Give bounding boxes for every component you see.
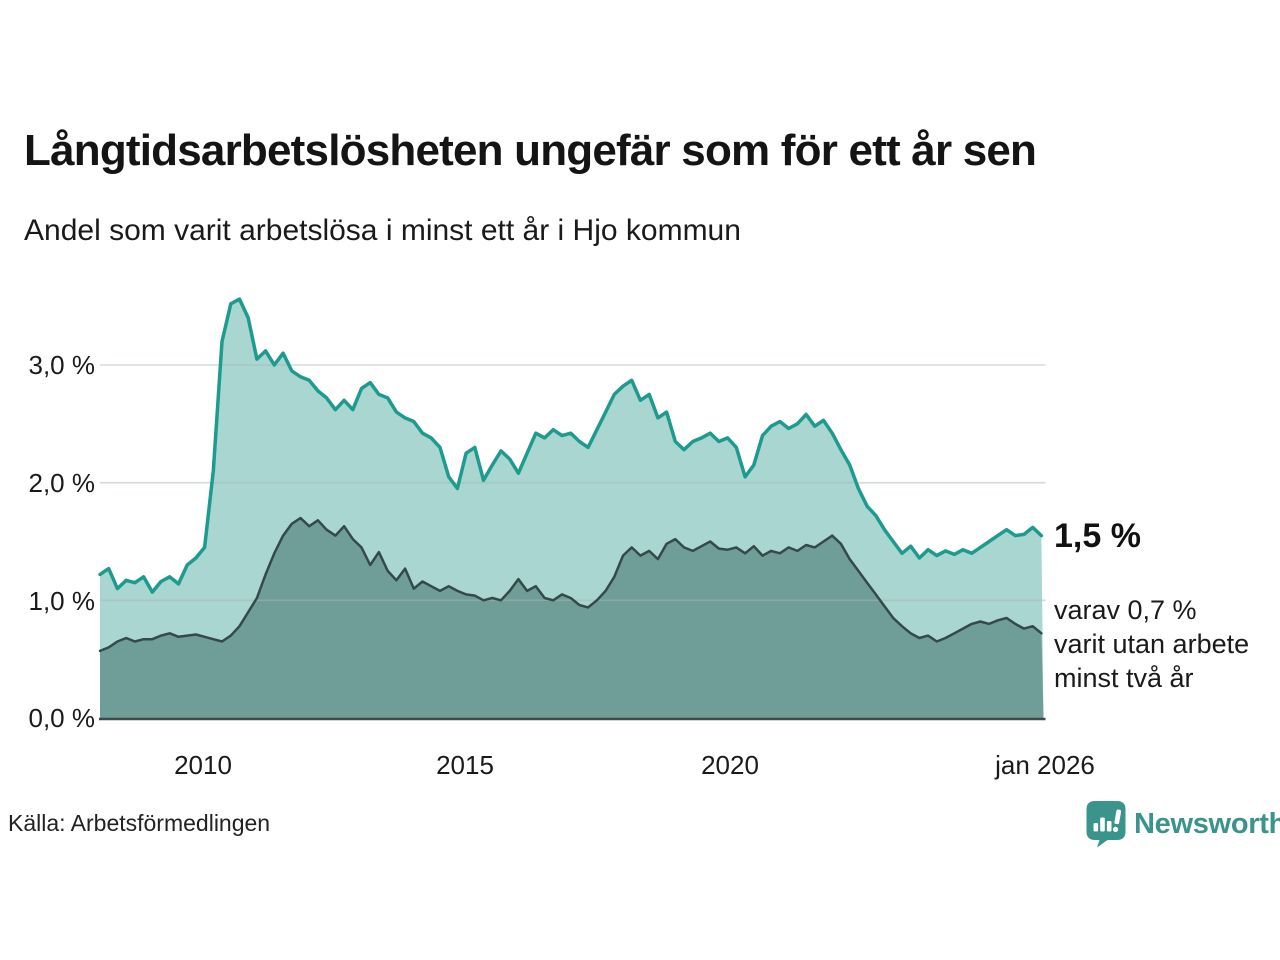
latest-value-label: 1,5 % <box>1054 517 1141 555</box>
line-Andel arbetslösa minst ett år <box>98 297 1044 594</box>
x-axis-tick-2020: 2020 <box>701 750 759 780</box>
y-axis-tick-0: 0,0 % <box>28 703 96 733</box>
newsworthy-logo-text: Newsworthy <box>1134 807 1280 840</box>
page-subtitle: Andel som varit arbetslösa i minst ett å… <box>24 214 741 247</box>
two-year-annotation: varav 0,7 % varit utan arbete minst två … <box>1054 595 1250 693</box>
y-axis-tick-2: 2,0 % <box>28 468 96 498</box>
source-attribution: Källa: Arbetsförmedlingen <box>8 810 271 836</box>
newsworthy-logo-icon <box>1086 801 1126 848</box>
x-axis-tick-jan-2026: jan 2026 <box>995 750 1095 780</box>
y-axis-tick-3: 3,0 % <box>28 350 96 380</box>
line-Varav utan arbete minst två år <box>98 516 1043 653</box>
newsworthy-logo: Newsworthy <box>1086 800 1280 848</box>
y-axis-tick-1: 1,0 % <box>28 586 96 616</box>
page-title: Långtidsarbetslösheten ungefär som för e… <box>24 126 1037 175</box>
area-Varav utan arbete minst två år <box>100 518 1044 718</box>
x-axis-tick-2015: 2015 <box>436 750 494 780</box>
x-axis-tick-2010: 2010 <box>174 750 232 780</box>
